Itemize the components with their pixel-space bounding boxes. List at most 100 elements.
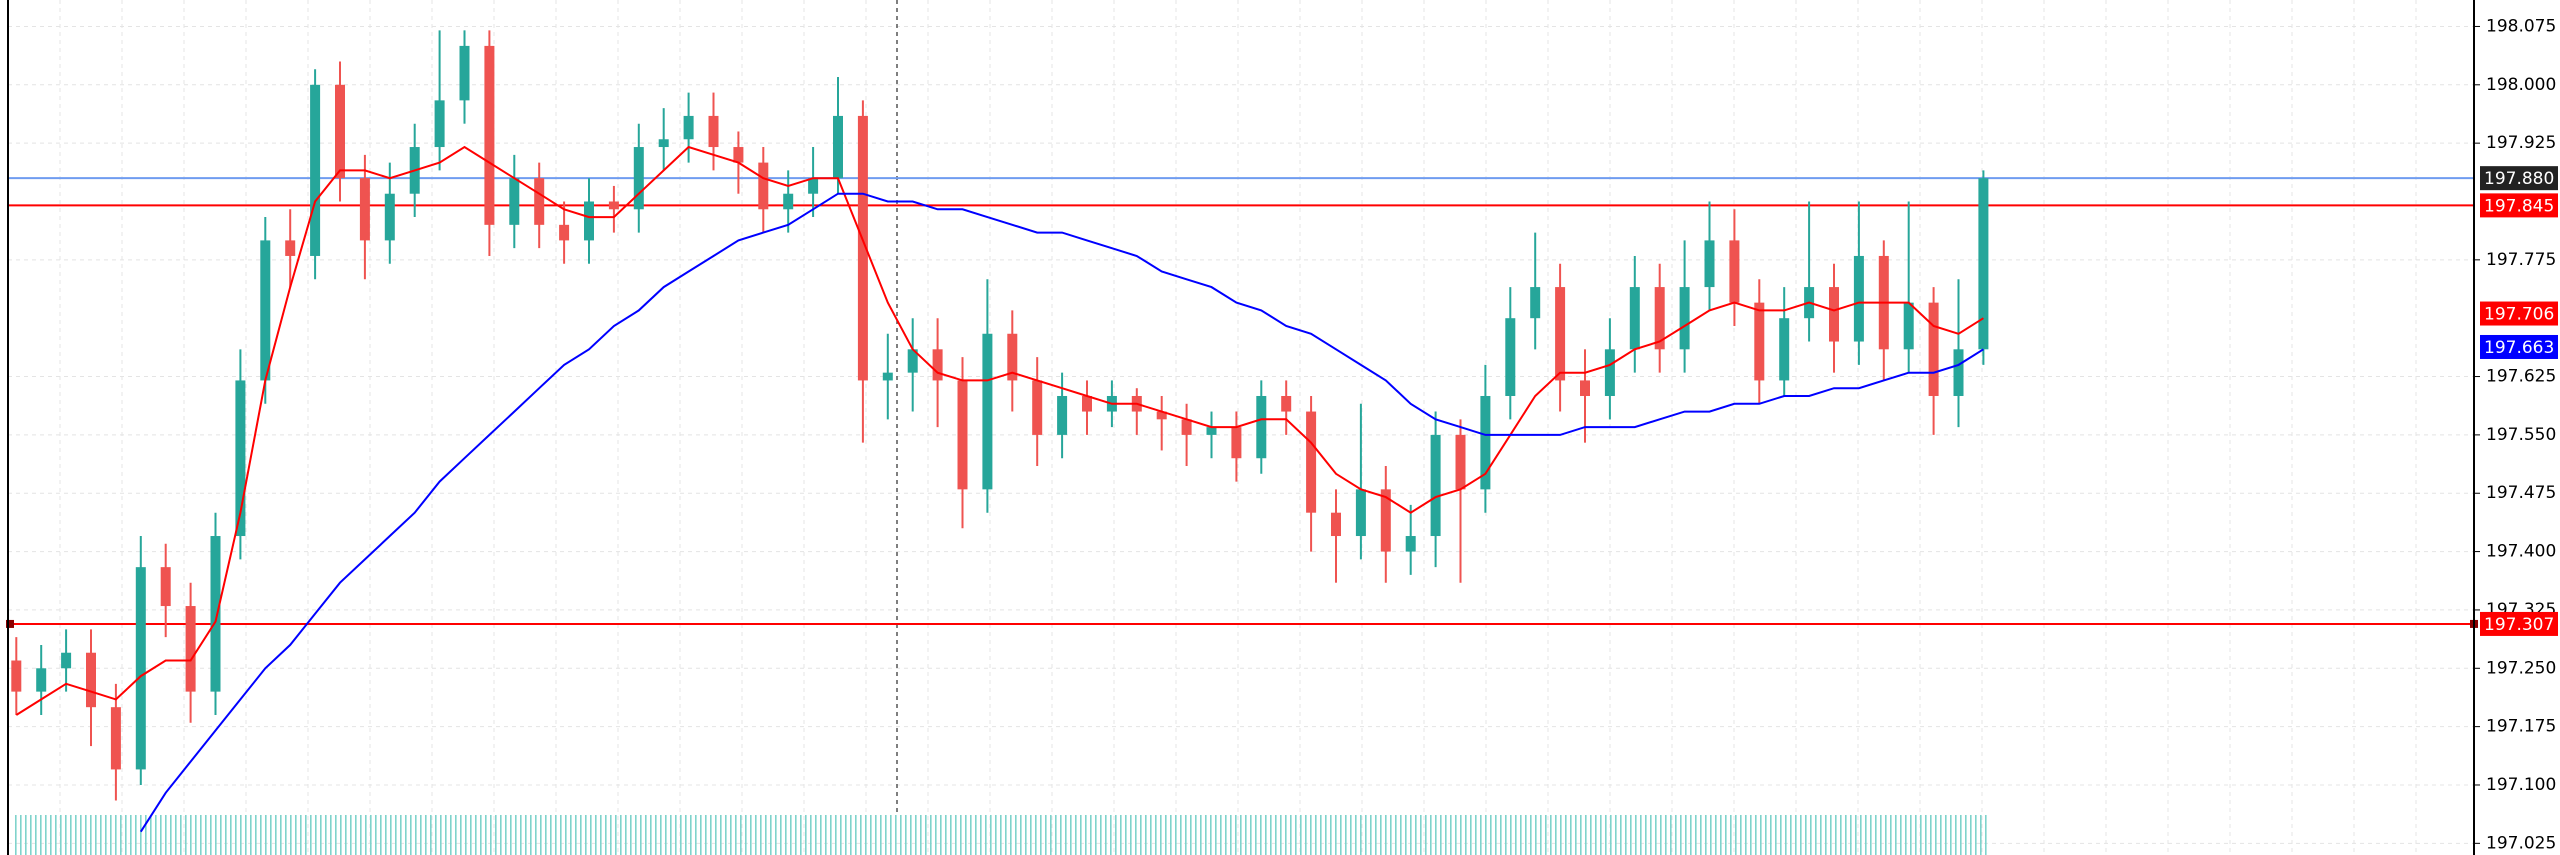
candle-body xyxy=(160,567,171,607)
candle-body xyxy=(1231,427,1242,459)
candle-body xyxy=(1032,380,1043,435)
candle-body xyxy=(434,100,445,148)
candle-body xyxy=(559,224,570,241)
y-tick-label: 198.075 xyxy=(2486,16,2556,36)
candle-body xyxy=(1156,411,1167,420)
candle-body xyxy=(1281,395,1292,412)
candle-body xyxy=(783,193,794,210)
candle-body xyxy=(210,536,221,692)
price-tag-label: 197.663 xyxy=(2484,338,2554,358)
ma-lines xyxy=(15,145,1984,833)
price-tags: 197.880 197.845 197.706 197.663 197.307 xyxy=(2480,166,2558,636)
candle-body xyxy=(932,349,943,381)
candle-body xyxy=(534,178,545,225)
price-tag xyxy=(2480,611,2558,636)
candle-body xyxy=(310,84,321,256)
candle-body xyxy=(1829,287,1839,342)
candle-body xyxy=(509,178,520,225)
price-tag-label: 197.706 xyxy=(2484,305,2554,325)
candle-body xyxy=(1928,302,1939,396)
candle-body xyxy=(1380,489,1391,552)
volume-strip xyxy=(13,815,1988,855)
candle-body xyxy=(1082,395,1092,412)
candle-body xyxy=(1779,318,1790,381)
candle-body xyxy=(36,668,47,692)
candle-body xyxy=(11,660,22,692)
candle-body xyxy=(1953,349,1964,396)
candle-body xyxy=(633,147,644,210)
y-tick-label: 197.550 xyxy=(2486,425,2556,445)
candle-body xyxy=(110,707,121,770)
y-tick-label: 197.400 xyxy=(2486,542,2556,562)
candle-body xyxy=(708,115,719,148)
candle-body xyxy=(359,178,370,241)
candle-body xyxy=(61,652,72,669)
price-tag-label: 197.880 xyxy=(2484,169,2554,189)
price-tag xyxy=(2480,193,2558,218)
candle-body xyxy=(1629,287,1640,350)
candle-body xyxy=(1555,287,1566,381)
candle-body xyxy=(1903,302,1914,350)
candle-body xyxy=(857,115,868,381)
candle-body xyxy=(982,333,993,490)
candle-body xyxy=(1704,240,1715,288)
candle-body xyxy=(658,139,669,148)
candle-body xyxy=(1729,240,1740,303)
candle-body xyxy=(833,115,843,179)
candle-body xyxy=(1580,380,1590,396)
candle-body xyxy=(1679,287,1690,350)
price-tag-label: 197.307 xyxy=(2484,615,2554,635)
candle-body xyxy=(1604,349,1615,396)
candle-body xyxy=(733,147,744,163)
candle-body xyxy=(1430,434,1441,537)
candle-body xyxy=(882,372,893,381)
price-tag xyxy=(2480,334,2558,359)
ma-line xyxy=(15,145,1984,716)
grid xyxy=(8,0,2474,855)
candle-body xyxy=(957,380,968,490)
candle-body xyxy=(1355,489,1366,537)
candle-body xyxy=(1480,395,1491,490)
candle-body xyxy=(384,193,395,241)
candle-body xyxy=(683,115,694,140)
price-tag xyxy=(2480,301,2558,326)
candle-body xyxy=(335,84,345,179)
candle-body xyxy=(808,178,819,194)
y-tick-label: 197.250 xyxy=(2486,658,2556,678)
y-tick-label: 197.175 xyxy=(2486,717,2556,737)
price-tag xyxy=(2480,166,2558,191)
y-tick-label: 197.625 xyxy=(2486,367,2556,387)
candle-body xyxy=(1057,395,1068,435)
y-tick-label: 197.475 xyxy=(2486,483,2556,503)
candle-body xyxy=(758,162,769,210)
level-anchor xyxy=(6,619,14,628)
candle-body xyxy=(1754,302,1765,381)
price-tag-label: 197.845 xyxy=(2484,196,2554,216)
candle-body xyxy=(1405,536,1416,552)
ma-line xyxy=(139,192,1984,833)
candle-body xyxy=(1206,427,1217,435)
y-tick-label: 197.100 xyxy=(2486,775,2556,795)
candle-body xyxy=(185,606,196,692)
candle-body xyxy=(1530,287,1541,319)
candle-body xyxy=(1007,333,1018,381)
candle-body xyxy=(484,45,495,225)
candle-body xyxy=(260,240,271,381)
levels xyxy=(6,177,2478,628)
y-tick-label: 198.000 xyxy=(2486,75,2556,95)
candle-body xyxy=(1306,411,1317,513)
candle-body xyxy=(1181,419,1192,435)
y-tick-label: 197.025 xyxy=(2486,833,2556,853)
y-tick-label: 197.775 xyxy=(2486,250,2556,270)
candle-body xyxy=(1256,395,1267,459)
candle-body xyxy=(86,652,96,708)
candle-body xyxy=(1455,434,1466,490)
candle-body xyxy=(1978,178,1989,350)
candle-body xyxy=(135,567,146,770)
candle-body xyxy=(285,240,296,256)
y-tick-label: 197.925 xyxy=(2486,133,2556,153)
candle-body xyxy=(1505,318,1516,396)
candle-body xyxy=(235,380,246,537)
